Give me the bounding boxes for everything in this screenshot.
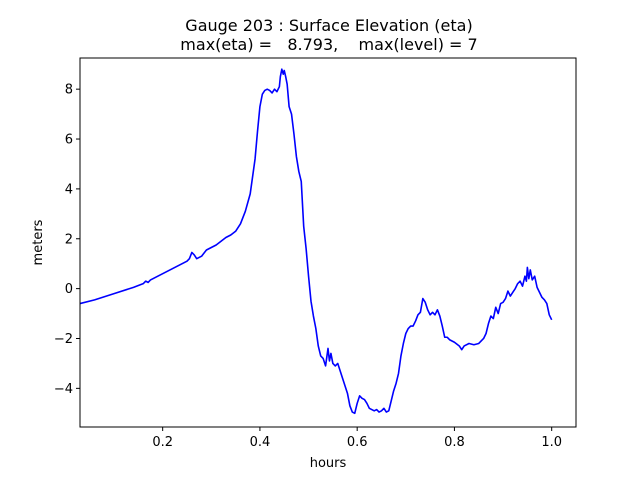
- x-tick-label: 0.2: [152, 435, 173, 450]
- y-tick-label: 4: [65, 182, 73, 197]
- y-tick-label: 6: [65, 133, 73, 148]
- y-axis-label: meters: [31, 219, 46, 265]
- plot-frame: [79, 57, 577, 428]
- series-line: [79, 68, 553, 415]
- chart-subtitle: max(eta) = 8.793, max(level) = 7: [180, 35, 477, 54]
- x-tick-label: 0.8: [444, 435, 465, 450]
- chart-title: Gauge 203 : Surface Elevation (eta): [185, 16, 472, 35]
- x-tick-label: 1.0: [541, 435, 562, 450]
- y-tick-label: −4: [54, 382, 73, 397]
- x-tick-label: 0.4: [250, 435, 271, 450]
- y-tick-label: 2: [65, 232, 73, 247]
- y-tick-label: −2: [54, 332, 73, 347]
- y-tick-label: 8: [65, 83, 73, 98]
- x-tick-label: 0.6: [347, 435, 368, 450]
- x-axis-label: hours: [310, 456, 347, 471]
- y-tick-label: 0: [65, 282, 73, 297]
